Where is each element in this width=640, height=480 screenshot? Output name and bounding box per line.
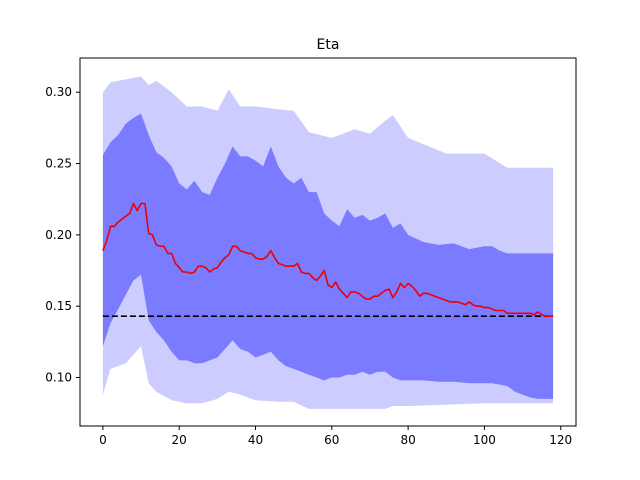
x-tick-label: 80 (400, 433, 415, 447)
x-tick-label: 20 (172, 433, 187, 447)
x-tick-label: 0 (99, 433, 107, 447)
y-tick-label: 0.15 (45, 299, 72, 313)
mean-line (102, 202, 554, 318)
x-tick-label: 60 (324, 433, 339, 447)
y-tick-label: 0.10 (45, 371, 72, 385)
x-tick-label: 40 (248, 433, 263, 447)
x-tick-label: 120 (549, 433, 572, 447)
plot-area: 0 20 40 60 80 100 120 0.10 0.15 0.20 0.25 0.30 (45, 57, 577, 447)
y-tick-label: 0.20 (45, 228, 72, 242)
y-tick-label: 0.25 (45, 157, 72, 171)
chart-title: Eta (317, 37, 340, 53)
y-tick-label: 0.30 (45, 85, 72, 99)
axes-frame (79, 57, 577, 427)
x-tick-label: 100 (473, 433, 496, 447)
inner-band-area (102, 113, 554, 399)
